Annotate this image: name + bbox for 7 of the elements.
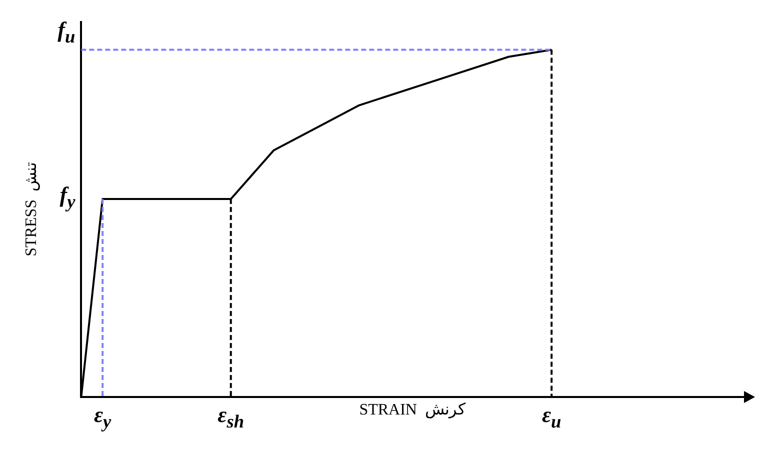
x-tick-label: ε$_{y}$: [94, 402, 112, 434]
text: f$_{u}$: [58, 17, 76, 48]
x-tick-label: ε$_{sh}$: [218, 402, 244, 434]
x-tick-label: ε$_{u}$: [542, 402, 562, 434]
y-axis-title: STRESS تنش: [22, 162, 40, 256]
annotation: f$_{y}$: [60, 182, 76, 214]
x-axis-title: STRAIN كرنش: [359, 402, 466, 419]
